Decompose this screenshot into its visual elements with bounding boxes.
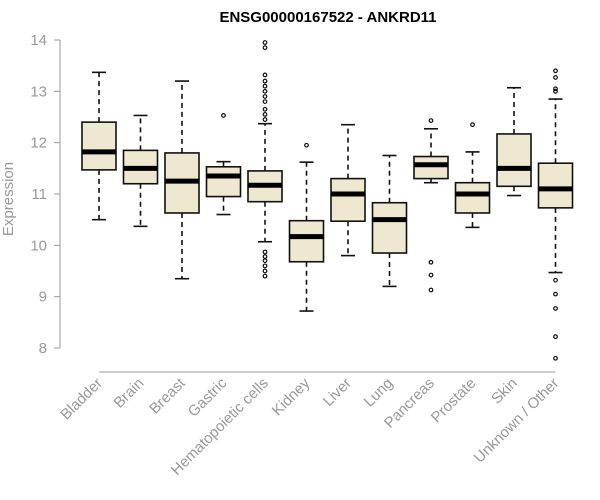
box-gastric	[205, 113, 242, 216]
x-tick-label: Bladder	[57, 375, 106, 424]
x-tick-label: Kidney	[269, 374, 314, 419]
outlier-point	[428, 259, 434, 265]
box-brain	[122, 114, 159, 228]
outlier-point	[262, 83, 268, 89]
y-tick-label: 8	[39, 340, 47, 357]
chart-title: ENSG00000167522 - ANKRD11	[219, 9, 436, 26]
iqr-box	[288, 219, 325, 263]
box-unknown-other	[537, 68, 574, 361]
iqr-box	[413, 155, 449, 180]
outlier-point	[221, 113, 226, 118]
iqr-box	[496, 133, 532, 188]
iqr-box	[537, 162, 574, 209]
outlier-point	[553, 306, 558, 311]
box-hematopoietic-cells	[247, 40, 283, 279]
outlier-point	[262, 88, 268, 94]
y-tick-label: 13	[30, 83, 47, 100]
x-tick-label: Breast	[146, 374, 189, 417]
outlier-point	[262, 112, 268, 117]
outlier-point	[428, 118, 434, 123]
outlier-point	[262, 45, 268, 51]
outlier-point	[262, 254, 268, 260]
y-tick-label: 10	[30, 237, 47, 254]
outlier-point	[262, 117, 268, 122]
outlier-point	[262, 94, 268, 99]
outlier-point	[553, 86, 558, 92]
x-tick-label: Prostate	[428, 375, 480, 427]
outlier-point	[262, 273, 268, 279]
y-tick-label: 12	[30, 135, 47, 152]
box-bladder	[81, 71, 117, 221]
outlier-point	[428, 287, 434, 293]
outlier-point	[553, 355, 558, 361]
x-tick-label: Skin	[488, 375, 521, 408]
boxes	[81, 40, 574, 361]
outlier-point	[553, 75, 558, 80]
outlier-point	[262, 263, 268, 269]
y-tick-label: 11	[31, 186, 47, 203]
x-tick-label: Liver	[320, 375, 355, 410]
iqr-box	[205, 165, 242, 198]
y-tick-label: 14	[30, 32, 47, 49]
outlier-point	[262, 99, 268, 104]
outlier-point	[304, 142, 309, 148]
outlier-point	[553, 68, 558, 74]
outlier-point	[553, 334, 558, 340]
iqr-box	[330, 177, 366, 223]
y-tick-label: 9	[39, 289, 47, 306]
outlier-point	[262, 40, 268, 45]
box-prostate	[454, 122, 491, 229]
box-lung	[371, 154, 408, 288]
axes: 8 9 10 11 12 13 14	[30, 32, 556, 373]
outlier-point	[553, 291, 558, 297]
box-skin	[496, 86, 532, 197]
x-tick-label: Lung	[361, 375, 397, 411]
box-kidney	[288, 142, 325, 312]
outlier-point	[262, 106, 268, 112]
box-breast	[164, 80, 200, 280]
outlier-point	[553, 277, 558, 283]
outlier-point	[553, 88, 558, 94]
y-axis-label: Expression	[0, 162, 17, 236]
x-tick-label: Brain	[111, 375, 148, 412]
box-pancreas	[413, 118, 449, 293]
iqr-box	[371, 201, 408, 254]
outlier-point	[262, 78, 268, 84]
iqr-box	[454, 181, 491, 214]
iqr-box	[81, 121, 117, 171]
outlier-point	[262, 268, 268, 274]
outlier-point	[470, 122, 475, 128]
outlier-point	[262, 72, 268, 78]
outlier-point	[428, 272, 434, 278]
outlier-point	[262, 249, 268, 255]
outlier-point	[262, 258, 268, 264]
box-liver	[330, 123, 366, 257]
